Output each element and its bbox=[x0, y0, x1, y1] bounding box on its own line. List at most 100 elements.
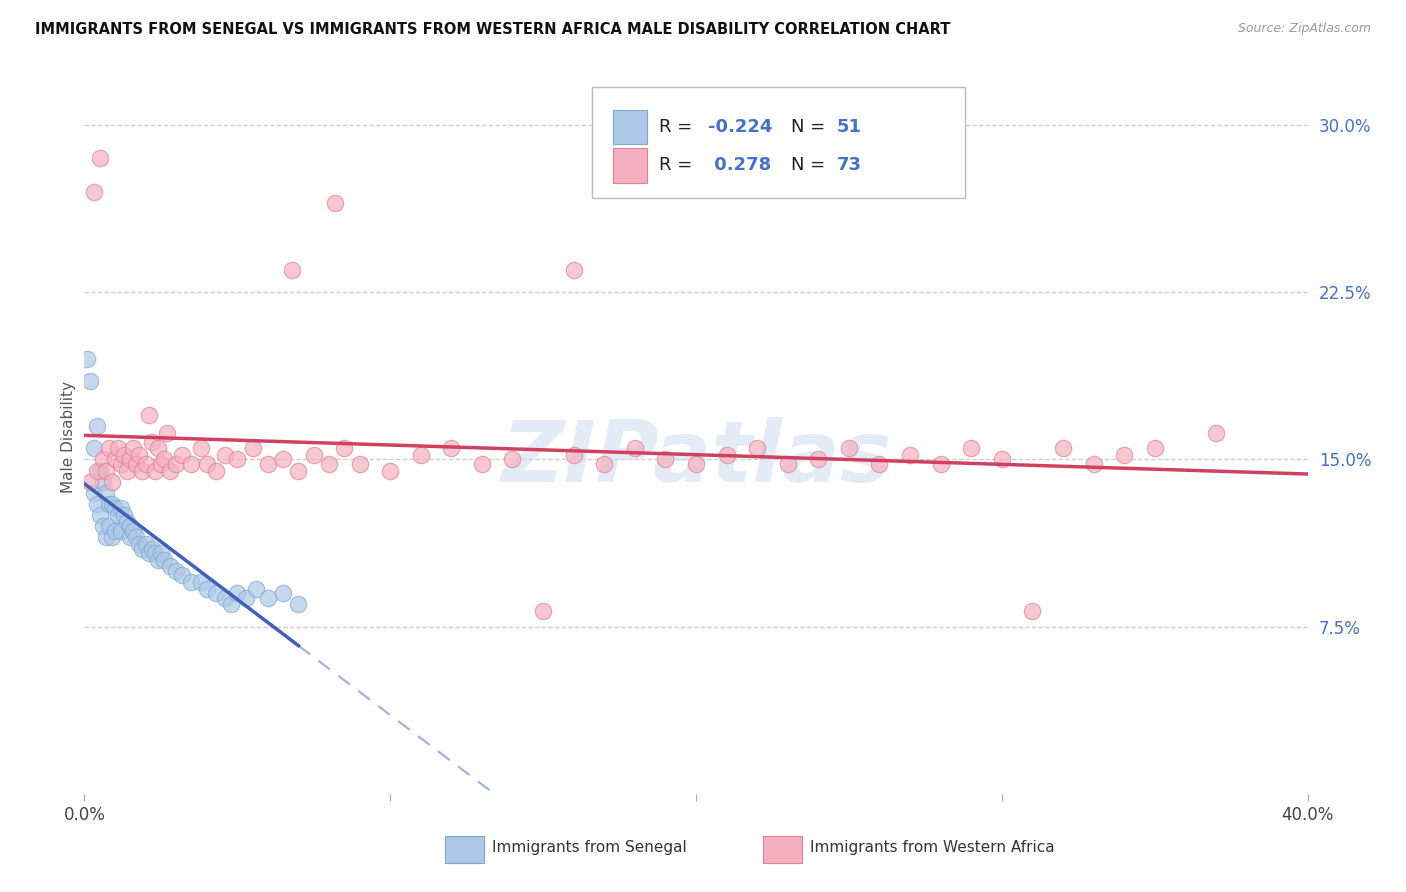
FancyBboxPatch shape bbox=[613, 110, 647, 145]
Point bbox=[94, 485, 117, 500]
Point bbox=[131, 541, 153, 556]
Point bbox=[83, 485, 105, 500]
Point bbox=[122, 524, 145, 538]
Point bbox=[153, 452, 176, 467]
Point bbox=[122, 442, 145, 455]
Text: Immigrants from Senegal: Immigrants from Senegal bbox=[492, 840, 686, 855]
Point bbox=[97, 519, 120, 533]
Point bbox=[97, 442, 120, 455]
Point bbox=[257, 591, 280, 605]
Point bbox=[135, 537, 157, 551]
Point bbox=[1052, 442, 1074, 455]
Point bbox=[115, 464, 138, 478]
Point bbox=[214, 591, 236, 605]
Point bbox=[226, 452, 249, 467]
Point bbox=[1114, 448, 1136, 462]
Point bbox=[654, 452, 676, 467]
Point bbox=[165, 564, 187, 578]
Point bbox=[97, 497, 120, 511]
Point bbox=[86, 497, 108, 511]
Point bbox=[149, 457, 172, 471]
FancyBboxPatch shape bbox=[446, 836, 484, 863]
Point bbox=[562, 263, 585, 277]
Point bbox=[838, 442, 860, 455]
Point bbox=[991, 452, 1014, 467]
Point bbox=[593, 457, 616, 471]
Point bbox=[143, 464, 166, 478]
Point bbox=[86, 418, 108, 433]
Point bbox=[89, 152, 111, 166]
Text: 0.278: 0.278 bbox=[709, 156, 772, 175]
Point bbox=[776, 457, 799, 471]
Point bbox=[125, 457, 148, 471]
Point bbox=[869, 457, 891, 471]
Text: IMMIGRANTS FROM SENEGAL VS IMMIGRANTS FROM WESTERN AFRICA MALE DISABILITY CORREL: IMMIGRANTS FROM SENEGAL VS IMMIGRANTS FR… bbox=[35, 22, 950, 37]
Point bbox=[531, 604, 554, 618]
Point bbox=[143, 546, 166, 560]
Point bbox=[101, 497, 124, 511]
Point bbox=[190, 575, 212, 590]
Point bbox=[110, 524, 132, 538]
Point bbox=[89, 464, 111, 478]
Point bbox=[94, 464, 117, 478]
Point bbox=[195, 582, 218, 596]
Point bbox=[471, 457, 494, 471]
Point bbox=[141, 541, 163, 556]
Point bbox=[79, 375, 101, 389]
Point bbox=[104, 452, 127, 467]
Point bbox=[205, 464, 228, 478]
Point bbox=[242, 442, 264, 455]
Point bbox=[120, 452, 142, 467]
Point bbox=[101, 530, 124, 544]
Point bbox=[226, 586, 249, 600]
Point bbox=[165, 457, 187, 471]
Point bbox=[146, 442, 169, 455]
Point bbox=[104, 524, 127, 538]
Point bbox=[104, 501, 127, 516]
Point bbox=[83, 185, 105, 199]
Point bbox=[318, 457, 340, 471]
FancyBboxPatch shape bbox=[592, 87, 965, 198]
Point bbox=[156, 425, 179, 440]
Point bbox=[79, 475, 101, 489]
Point bbox=[271, 452, 294, 467]
Point bbox=[747, 442, 769, 455]
Point bbox=[107, 442, 129, 455]
Point bbox=[149, 546, 172, 560]
Point bbox=[101, 475, 124, 489]
Point bbox=[159, 464, 181, 478]
Point bbox=[195, 457, 218, 471]
FancyBboxPatch shape bbox=[763, 836, 803, 863]
Point bbox=[624, 442, 647, 455]
Text: R =: R = bbox=[659, 156, 699, 175]
Point bbox=[76, 351, 98, 366]
Point bbox=[1205, 425, 1227, 440]
Text: 73: 73 bbox=[837, 156, 862, 175]
Point bbox=[91, 519, 114, 533]
Point bbox=[960, 442, 983, 455]
Point bbox=[135, 457, 157, 471]
Point bbox=[685, 457, 707, 471]
Text: ZIPatlas: ZIPatlas bbox=[501, 417, 891, 500]
Point bbox=[146, 552, 169, 567]
Point bbox=[1083, 457, 1105, 471]
Text: R =: R = bbox=[659, 119, 699, 136]
Text: -0.224: -0.224 bbox=[709, 119, 772, 136]
Point bbox=[323, 195, 346, 210]
Point bbox=[180, 457, 202, 471]
Point bbox=[716, 448, 738, 462]
Point bbox=[112, 508, 135, 523]
Point bbox=[349, 457, 371, 471]
Point bbox=[807, 452, 830, 467]
FancyBboxPatch shape bbox=[613, 148, 647, 183]
Y-axis label: Male Disability: Male Disability bbox=[60, 381, 76, 493]
Point bbox=[333, 442, 356, 455]
Point bbox=[257, 457, 280, 471]
Point bbox=[172, 568, 194, 582]
Point bbox=[287, 464, 309, 478]
Point bbox=[172, 448, 194, 462]
Point bbox=[302, 448, 325, 462]
Point bbox=[89, 508, 111, 523]
Point bbox=[115, 515, 138, 529]
Point bbox=[214, 448, 236, 462]
